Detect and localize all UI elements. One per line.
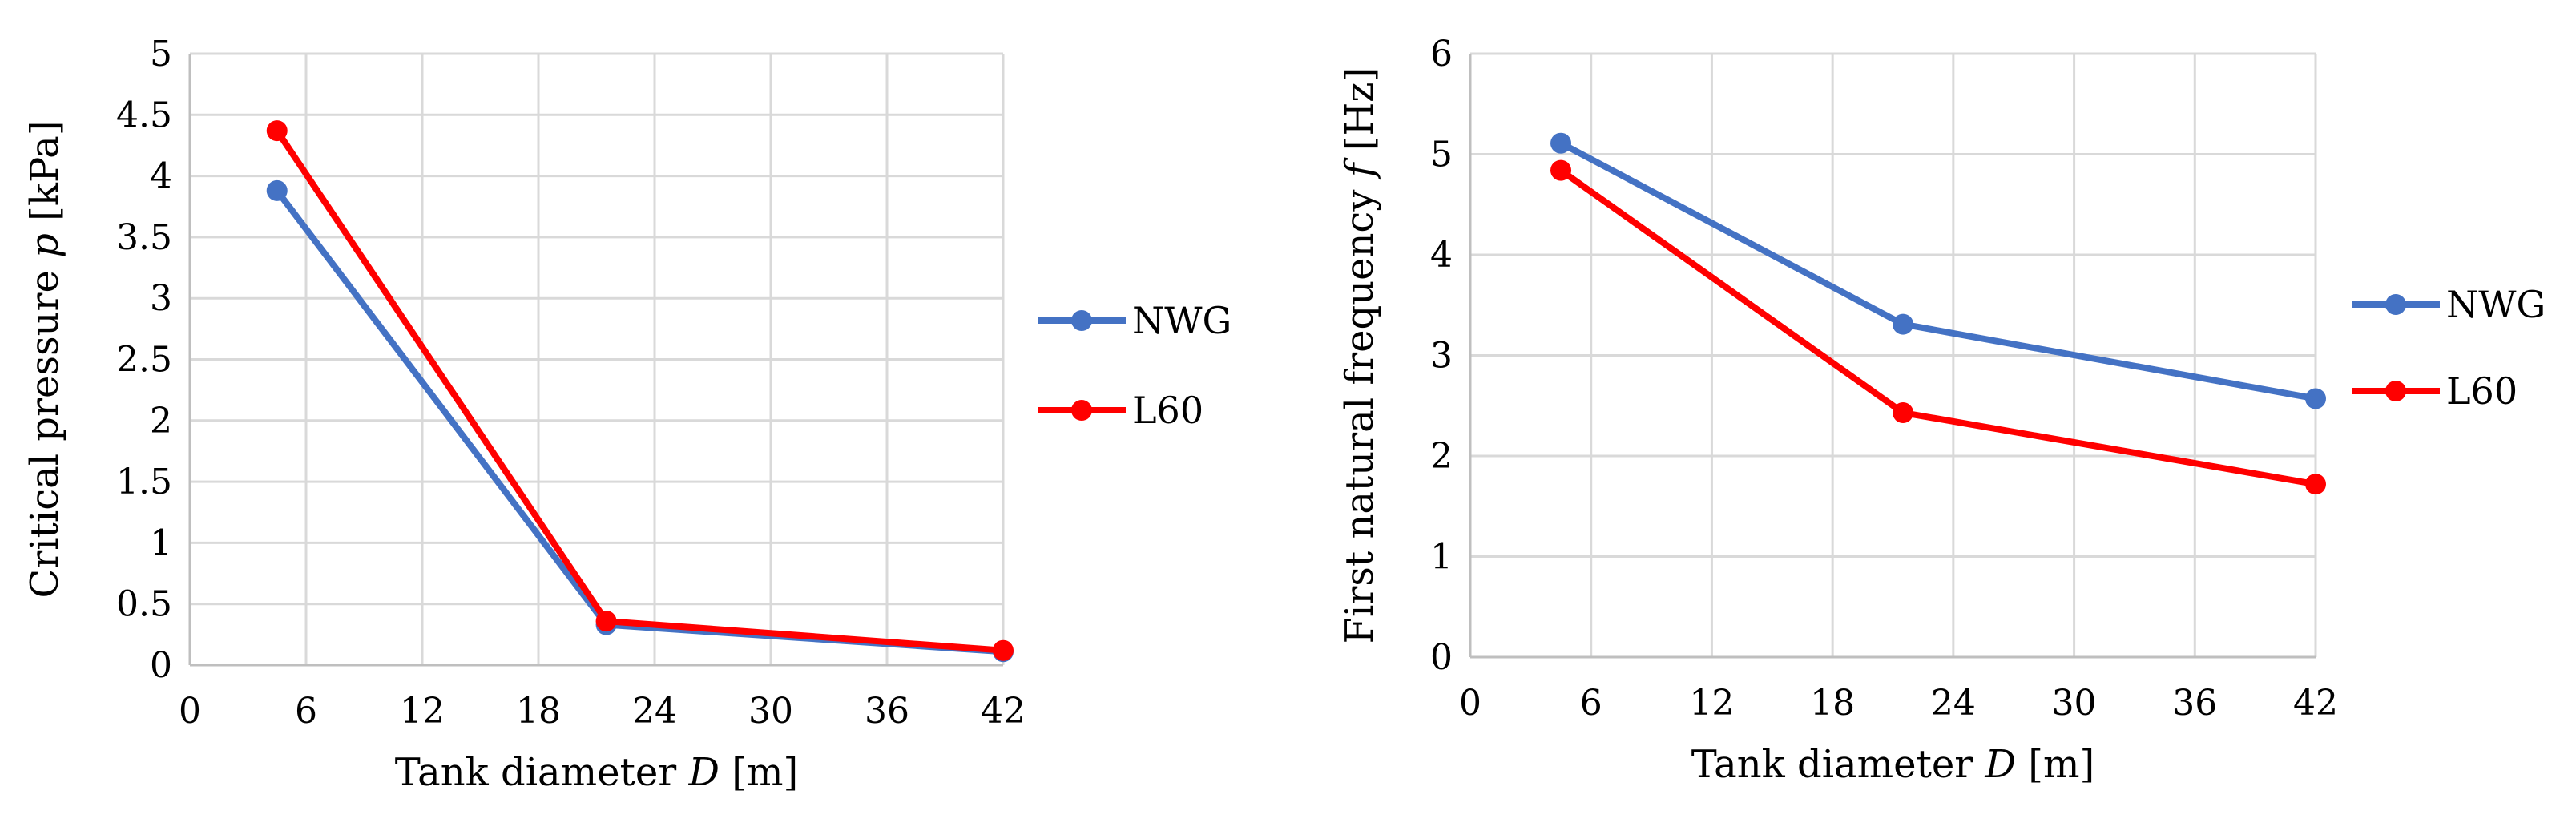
x-tick-label: 30 [748, 691, 793, 732]
gridlines [190, 52, 1005, 665]
x-tick-label: 12 [1689, 683, 1734, 724]
x-axis-title: Tank diameter D [m] [1691, 742, 2094, 787]
x-axis-title-unit: [m] [720, 750, 798, 795]
series-line-l60 [273, 127, 1006, 654]
data-point-l60 [1550, 159, 1572, 181]
y-tick-label: 5 [1430, 135, 1453, 175]
data-point-l60 [595, 611, 617, 632]
legend-entry-nwg: NWG [1038, 299, 1232, 342]
gridlines [1470, 52, 2317, 657]
data-point-nwg [266, 179, 288, 201]
data-point-nwg [2305, 388, 2326, 409]
y-axis-title-unit: [kPa] [22, 121, 67, 234]
x-tick-label: 36 [865, 691, 909, 732]
series-nwg [1550, 132, 2326, 409]
legend-marker [2385, 381, 2406, 401]
x-tick-label: 30 [2052, 683, 2097, 724]
legend-label: NWG [1132, 299, 1232, 342]
series-line-nwg [1558, 139, 2319, 402]
y-tick-label: 0.5 [116, 584, 172, 625]
legend-label: L60 [2446, 369, 2518, 413]
y-tick-label: 4 [1430, 235, 1453, 276]
data-point-l60 [993, 639, 1014, 661]
y-tick-label: 1.5 [116, 462, 172, 502]
chart-1: 0 0.5 1 1.5 2 2.5 3 3.5 4 4.5 5 0 6 12 18 24 30 36 42 Tank … [22, 34, 1232, 795]
y-axis-title-unit: [Hz] [1337, 67, 1382, 163]
y-tick-label: 3 [150, 278, 172, 319]
legend-entry-l60: L60 [1038, 389, 1203, 432]
y-tick-label: 5 [150, 34, 172, 75]
data-point-nwg [1550, 132, 1572, 154]
x-tick-label: 42 [981, 691, 1026, 732]
y-tick-label: 1 [150, 522, 172, 563]
x-axis-title-text: Tank diameter [1691, 742, 1985, 787]
y-tick-label: 2 [1430, 436, 1453, 477]
x-axis-title-var: D [1984, 742, 2015, 787]
y-tick-label: 3.5 [116, 217, 172, 258]
series-l60 [1550, 159, 2326, 495]
legend-entry-nwg: NWG [2352, 283, 2546, 326]
y-tick-label: 2 [150, 401, 172, 442]
x-tick-label: 36 [2172, 683, 2217, 724]
y-tick-label: 0 [1430, 637, 1453, 678]
x-tick-label: 0 [1459, 683, 1482, 724]
y-tick-label: 4 [150, 156, 172, 197]
legend-marker [1071, 400, 1092, 421]
x-tick-label: 12 [400, 691, 445, 732]
legend-entry-l60: L60 [2352, 369, 2518, 413]
y-axis-title: First natural frequency f [Hz] [1337, 67, 1382, 644]
y-tick-label: 0 [150, 645, 172, 686]
data-point-l60 [2305, 474, 2326, 495]
x-tick-label: 18 [516, 691, 561, 732]
y-axis-title-text: Critical pressure [22, 258, 67, 599]
y-tick-label: 4.5 [116, 95, 172, 135]
legend-label: NWG [2446, 283, 2546, 326]
x-tick-label: 24 [632, 691, 677, 732]
y-tick-label: 3 [1430, 336, 1453, 377]
x-axis-title-var: D [687, 750, 719, 795]
x-tick-label: 18 [1810, 683, 1855, 724]
series-l60 [266, 120, 1014, 661]
data-point-l60 [1893, 402, 1914, 424]
x-tick-label: 0 [179, 691, 201, 732]
series-line-l60 [1558, 167, 2319, 488]
y-tick-label: 2.5 [116, 340, 172, 381]
data-point-nwg [1893, 313, 1914, 335]
legend-label: L60 [1132, 389, 1203, 432]
x-axis-title: Tank diameter D [m] [395, 750, 798, 795]
y-axis-title-var: p [22, 233, 67, 258]
y-tick-label: 6 [1430, 34, 1453, 75]
y-tick-label: 1 [1430, 537, 1453, 578]
y-axis-title: Critical pressure p [kPa] [22, 121, 67, 599]
data-point-l60 [266, 120, 288, 142]
x-tick-label: 24 [1931, 683, 1976, 724]
x-tick-label: 42 [2293, 683, 2338, 724]
x-tick-label: 6 [1580, 683, 1602, 724]
x-tick-label: 6 [295, 691, 317, 732]
legend-marker [2385, 294, 2406, 315]
y-axis-title-text: First natural frequency [1337, 177, 1382, 643]
x-axis-title-unit: [m] [2016, 742, 2094, 787]
x-axis-title-text: Tank diameter [395, 750, 689, 795]
legend-marker [1071, 310, 1092, 331]
